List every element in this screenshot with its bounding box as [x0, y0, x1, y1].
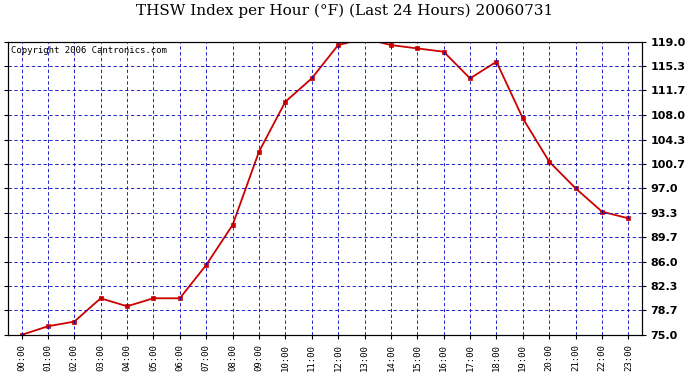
- Text: THSW Index per Hour (°F) (Last 24 Hours) 20060731: THSW Index per Hour (°F) (Last 24 Hours)…: [137, 4, 553, 18]
- Text: Copyright 2006 Cantronics.com: Copyright 2006 Cantronics.com: [12, 46, 168, 55]
